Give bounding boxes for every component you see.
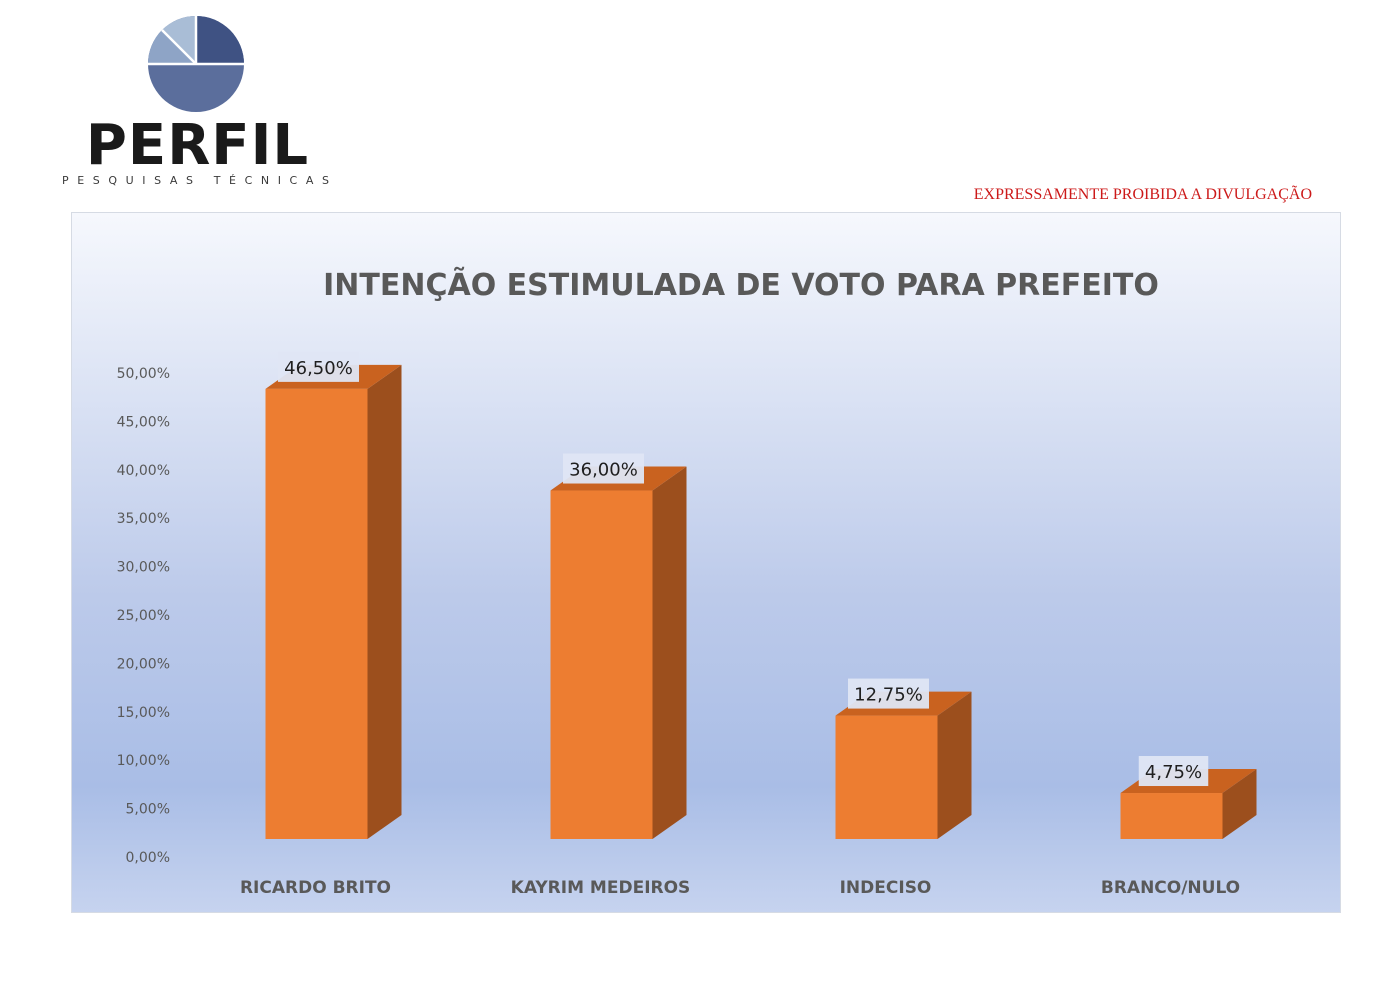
chart-frame: INTENÇÃO ESTIMULADA DE VOTO PARA PREFEIT… (71, 212, 1341, 913)
y-tick-label: 10,00% (117, 753, 170, 769)
chart-title: INTENÇÃO ESTIMULADA DE VOTO PARA PREFEIT… (323, 266, 1159, 303)
bar-side (652, 466, 687, 839)
y-tick-label: 0,00% (126, 850, 170, 866)
bar-1: 46,50% (265, 351, 402, 839)
bar-2: 36,00% (550, 453, 687, 839)
y-tick-label: 50,00% (117, 366, 170, 382)
bar-side (1222, 769, 1257, 839)
y-tick-label: 30,00% (117, 560, 170, 576)
bar-side (367, 364, 402, 839)
x-category-label: KAYRIM MEDEIROS (511, 878, 691, 898)
disclosure-warning: EXPRESSAMENTE PROIBIDA A DIVULGAÇÃO (973, 186, 1312, 203)
bar-3: 12,75% (835, 678, 972, 839)
x-category-label: RICARDO BRITO (240, 878, 391, 898)
data-label-box (848, 678, 929, 709)
data-label-box (563, 453, 644, 484)
bar-front (835, 715, 938, 839)
logo-subtitle: PESQUISAS TÉCNICAS (62, 174, 338, 187)
bar-front (1120, 793, 1223, 839)
bar-chart: INTENÇÃO ESTIMULADA DE VOTO PARA PREFEIT… (72, 213, 1340, 912)
data-label: 36,00% (569, 460, 638, 481)
bar-4: 4,75% (1120, 756, 1257, 839)
y-tick-label: 25,00% (117, 608, 170, 624)
y-tick-label: 35,00% (117, 511, 170, 527)
y-tick-label: 5,00% (126, 802, 170, 818)
bar-front (265, 388, 368, 839)
pie-chart-icon (147, 15, 244, 112)
data-label: 12,75% (854, 685, 923, 706)
y-tick-label: 45,00% (117, 414, 170, 430)
x-category-label: BRANCO/NULO (1101, 878, 1240, 898)
y-tick-label: 15,00% (117, 705, 170, 721)
data-label: 46,50% (284, 358, 353, 379)
logo-wordmark: PERFIL (85, 113, 310, 178)
x-category-label: INDECISO (840, 878, 932, 898)
bar-side (937, 691, 972, 839)
data-label-box (278, 351, 359, 382)
bar-front (550, 490, 653, 839)
y-tick-label: 20,00% (117, 656, 170, 672)
perfil-logo: PERFIL PESQUISAS TÉCNICAS (60, 14, 335, 190)
data-label: 4,75% (1145, 762, 1202, 783)
y-tick-label: 40,00% (117, 463, 170, 479)
data-label-box (1138, 756, 1209, 787)
